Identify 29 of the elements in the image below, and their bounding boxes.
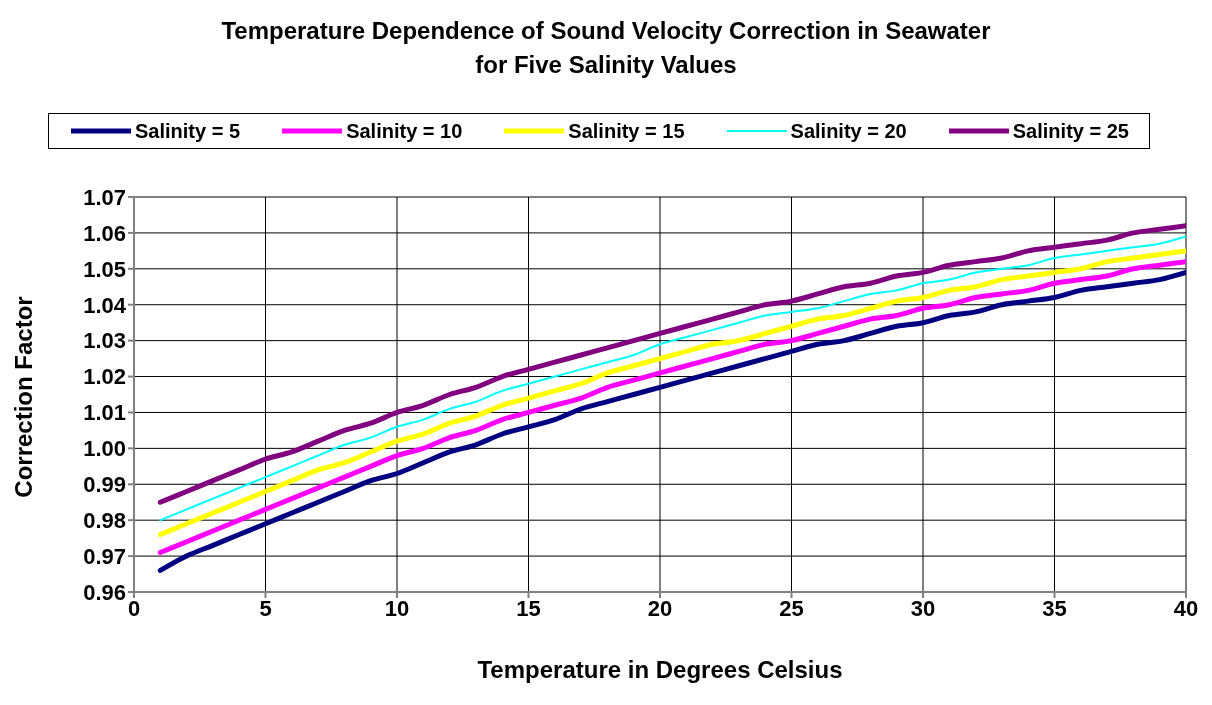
x-axis-title: Temperature in Degrees Celsius	[476, 656, 844, 684]
y-tick-label: 0.98	[83, 507, 126, 533]
y-tick-label: 1.01	[83, 400, 126, 426]
x-tick-label: 25	[779, 595, 804, 621]
y-tick-label: 1.04	[83, 292, 127, 318]
y-tick-label: 0.97	[83, 543, 126, 569]
x-tick-label: 5	[259, 595, 272, 621]
x-tick-label: 10	[384, 595, 410, 621]
x-tick-label: 15	[516, 595, 541, 621]
x-tick-label: 35	[1042, 595, 1067, 621]
legend-label: Salinity = 20	[790, 119, 907, 143]
y-tick-label: 1.03	[83, 328, 126, 354]
legend-label: Salinity = 10	[346, 119, 463, 143]
y-tick-label: 1.05	[83, 256, 126, 282]
x-tick-label: 0	[127, 595, 141, 621]
y-tick-label: 1.02	[83, 364, 126, 390]
legend-label: Salinity = 25	[1012, 119, 1129, 143]
y-tick-label: 0.99	[83, 472, 126, 498]
x-tick-label: 30	[910, 595, 936, 621]
y-tick-label: 1.00	[83, 436, 126, 462]
y-tick-label: 1.06	[83, 220, 126, 246]
y-axis-title: Correction Factor	[10, 296, 38, 498]
legend-label: Salinity = 5	[135, 119, 241, 143]
x-tick-label: 20	[647, 595, 673, 621]
x-tick-label: 40	[1173, 595, 1199, 621]
y-tick-label: 0.96	[83, 579, 126, 605]
y-tick-label: 1.07	[83, 184, 126, 210]
legend-label: Salinity = 15	[568, 119, 685, 143]
chart-title: Temperature Dependence of Sound Velocity Correction in Seawater for Five Salinity Values	[220, 16, 992, 80]
